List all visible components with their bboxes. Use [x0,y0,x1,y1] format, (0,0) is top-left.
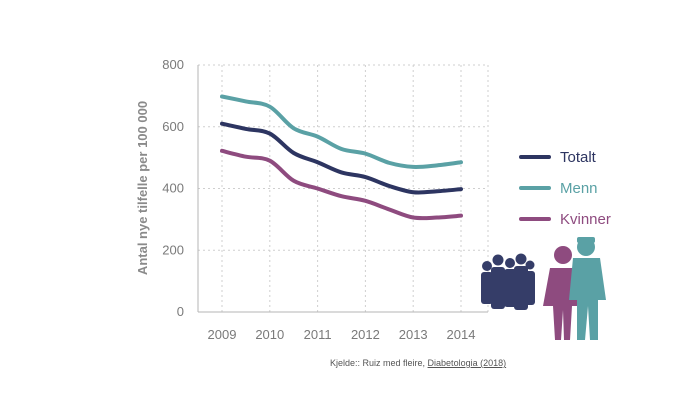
source-link[interactable]: Diabetologia (2018) [427,358,507,368]
y-tick-labels: 0 200 400 600 800 [162,57,184,319]
legend-label-menn: Menn [560,180,598,197]
source-note: Kjelde:: Ruiz med fleire, Diabetologia (… [330,358,506,368]
x-tick-label: 2011 [304,327,332,342]
man-icon [569,237,606,340]
source-prefix: Kjelde:: Ruiz med fleire, [330,358,428,368]
grid [198,64,489,312]
x-tick-label: 2010 [255,327,284,342]
legend-label-kvinner: Kvinner [560,211,611,228]
legend: Totalt Menn Kvinner [519,149,611,228]
series-line-totalt [220,121,463,195]
y-tick-label: 600 [162,119,184,134]
series-line-kvinner [220,148,463,221]
y-tick-label: 800 [162,57,184,72]
series-lines [220,94,463,221]
x-tick-labels: 2009 2010 2011 2012 2013 2014 [208,327,476,342]
x-tick-label: 2013 [399,327,428,342]
series-line-menn [220,94,463,169]
y-axis-label: Antal nye tilfelle per 100 000 [135,101,150,275]
y-tick-label: 400 [162,181,184,196]
x-tick-label: 2012 [351,327,380,342]
x-tick-label: 2009 [208,327,237,342]
x-tick-label: 2014 [447,327,476,342]
people-crowd-icon [481,253,535,310]
legend-label-totalt: Totalt [560,149,597,166]
y-tick-label: 200 [162,242,184,257]
y-tick-label: 0 [177,304,184,319]
